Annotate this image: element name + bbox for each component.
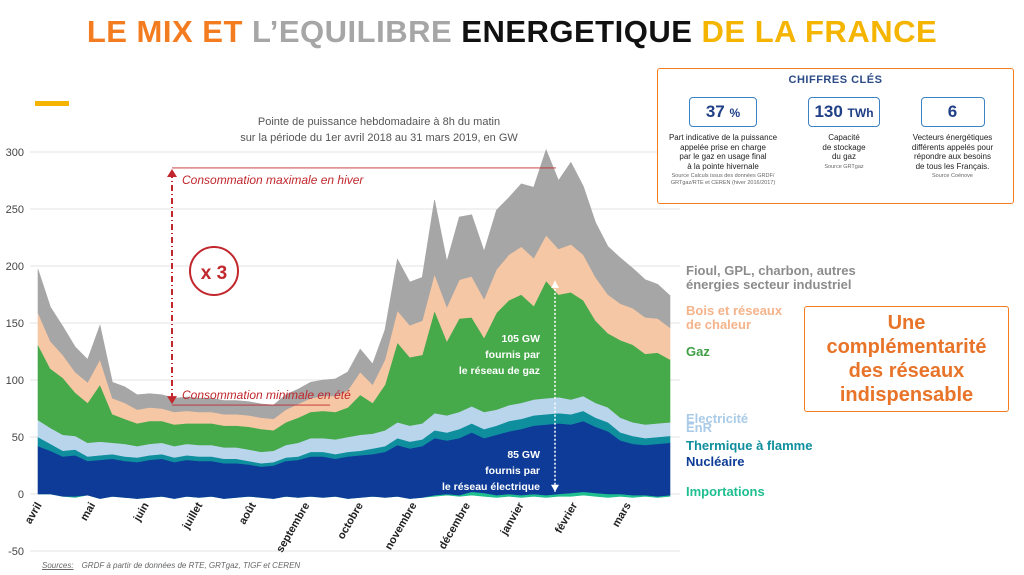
legend-bois: de chaleur (686, 317, 751, 332)
ratio-label: x 3 (201, 263, 227, 284)
key-figures-title: CHIFFRES CLÉS (788, 74, 883, 86)
month-label: octobre (335, 501, 366, 542)
area-6 (37, 148, 671, 420)
y-tick-label: 150 (6, 318, 24, 330)
y-tick-label: 200 (6, 261, 24, 273)
key-figure-value: 130 TWh (808, 97, 880, 127)
y-tick-label: 250 (6, 204, 24, 216)
month-label: mai (78, 501, 98, 523)
chart-subtitle-line-2: sur la période du 1er avril 2018 au 31 m… (240, 132, 518, 144)
month-label: juin (131, 500, 152, 524)
max-consumption-label: Consommation maximale en hiver (182, 173, 364, 187)
legend-fioul: Fioul, GPL, charbon, autres (686, 263, 856, 278)
chart-subtitle-line-1: Pointe de puissance hebdomadaire à 8h du… (257, 116, 501, 128)
key-figure-value: 37 % (689, 97, 757, 127)
legend-nucleaire: Nucléaire (686, 454, 745, 469)
title-part-1: L’EQUILIBRE (252, 14, 462, 49)
title-part-0: LE MIX ET (86, 14, 253, 49)
ratio-circle (189, 246, 239, 296)
key-figure-desc: Vecteurs énergétiques différents appelés… (911, 133, 994, 171)
legend-thermique: Thermique à flamme (686, 438, 812, 453)
arrow-head-down (167, 396, 177, 405)
key-figure-source: Source Coénove (932, 173, 973, 179)
y-tick-label: 0 (18, 489, 24, 501)
legend-enr: Electricité (686, 411, 748, 426)
key-figure-desc: Part indicative de la puissance appelée … (668, 133, 778, 171)
legend-bois: Bois et réseaux (686, 303, 783, 318)
chart-subtitle: Pointe de puissance hebdomadaire à 8h du… (214, 114, 544, 146)
elec-grid-label: le réseau électrique (442, 481, 540, 493)
legend-importations: Importations (686, 484, 765, 499)
month-label: février (553, 500, 581, 536)
title-part-3: DE LA FRANCE (701, 14, 938, 49)
gas-grid-label: 105 GW (501, 333, 540, 345)
key-figure-value: 6 (920, 97, 985, 127)
accent-bar (35, 101, 69, 106)
title-part-2: ENERGETIQUE (461, 14, 702, 49)
sources-note: Sources: GRDF à partir de données de RTE,… (42, 561, 301, 570)
legend-fioul: énergies secteur industriel (686, 277, 851, 292)
key-figure-desc: Capacité de stockage du gaz (822, 133, 866, 161)
complementarity-box: Une complémentarité des réseaux indispen… (804, 306, 1009, 412)
page-title: LE MIX ET L’EQUILIBRE ENERGETIQUE DE LA … (0, 14, 1024, 50)
elec-grid-label: fournis par (485, 465, 540, 477)
month-label: septembre (274, 501, 312, 555)
legend-enr: EnR (686, 420, 713, 435)
month-label: novembre (383, 501, 420, 553)
elec-grid-label: 85 GW (507, 449, 540, 461)
gas-grid-label: fournis par (485, 349, 540, 361)
arrow-head-up (167, 168, 177, 177)
grid-arrow-head (551, 280, 559, 288)
min-consumption-label: Consommation minimale en été (182, 388, 351, 402)
month-label: août (237, 500, 259, 526)
gas-grid-label: le réseau de gaz (459, 365, 540, 377)
key-figure-storage: 130 TWh Capacité de stockage du gaz Sour… (794, 97, 894, 171)
month-label: avril (23, 501, 45, 527)
month-label: juillet (180, 500, 205, 532)
key-figures-panel: CHIFFRES CLÉS 37 % Part indicative de la… (657, 68, 1014, 204)
key-figure-source: Source Calculs issus des données GRDF/ G… (670, 173, 776, 186)
month-label: mars (610, 501, 634, 530)
key-figure-source: Source GRTgaz (824, 163, 864, 170)
legend-gaz: Gaz (686, 344, 710, 359)
y-tick-label: 100 (6, 375, 24, 387)
month-label: janvier (498, 500, 527, 538)
month-label: décembre (437, 501, 473, 552)
grid-arrow-head (551, 484, 559, 492)
y-tick-label: 300 (6, 147, 24, 159)
y-tick-label: -50 (8, 546, 24, 558)
key-figure-energy-vectors: 6 Vecteurs énergétiques différents appel… (900, 97, 1005, 180)
key-figure-gas-share: 37 % Part indicative de la puissance app… (664, 97, 782, 187)
y-tick-label: 50 (12, 432, 24, 444)
